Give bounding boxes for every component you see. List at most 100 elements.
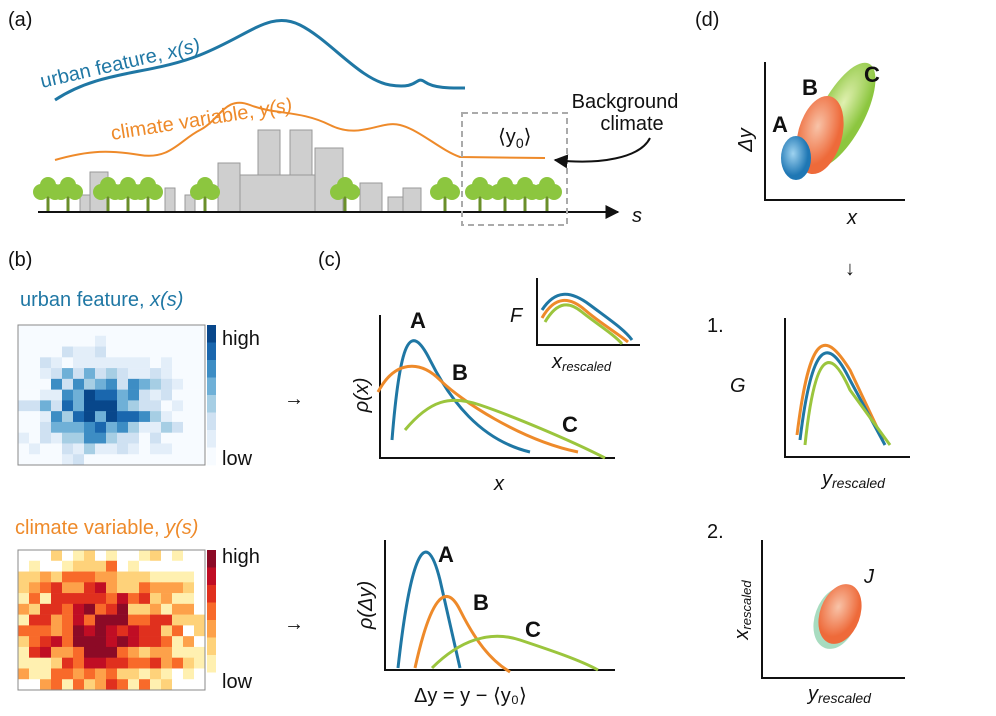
cell [62,560,74,572]
cell [172,550,184,562]
cell [29,389,41,401]
x-label: yrescaled [820,468,886,491]
cell [150,411,162,423]
cell [29,593,41,605]
cell [73,325,85,337]
cell [62,335,74,347]
cell [183,603,195,615]
cell [62,582,74,594]
cell [172,432,184,444]
colorbar-step [207,672,216,691]
cell [95,550,107,562]
cell [95,454,107,466]
cell [128,389,140,401]
cell [172,593,184,605]
cell [106,646,118,658]
cell [161,346,173,358]
cell [18,400,30,412]
cell [84,325,96,337]
s-label: s [632,205,642,227]
cell [194,560,206,572]
cell [128,603,140,615]
cell [40,335,52,347]
cell [161,593,173,605]
colorbar-step [207,412,216,431]
cell [128,443,140,455]
cell [18,603,30,615]
cell [29,571,41,583]
cell [161,646,173,658]
tree-crown [40,177,56,193]
cell [128,679,140,691]
cluster [818,584,862,644]
step-number: 2. [707,521,724,543]
cell [161,335,173,347]
cell [139,582,151,594]
cell [172,443,184,455]
cell [95,560,107,572]
cell [150,454,162,466]
cell [150,625,162,637]
cell [40,443,52,455]
cell [40,679,52,691]
colorbar-step [207,325,216,343]
cell [139,636,151,648]
cell [194,443,206,455]
cell [95,411,107,423]
cell [150,593,162,605]
cell [106,614,118,626]
cell [84,411,96,423]
colorbar-low: low [222,671,253,693]
cell [29,550,41,562]
cell [95,368,107,380]
cell [117,668,129,680]
cell [139,550,151,562]
cell [18,550,30,562]
cell [73,593,85,605]
cell [117,571,129,583]
cell [62,454,74,466]
cell [161,582,173,594]
cell [95,646,107,658]
curve-label: A [438,542,454,567]
frame [17,549,206,691]
cell [95,432,107,444]
cell [95,346,107,358]
cell [73,646,85,658]
cell [95,400,107,412]
building [239,174,316,213]
cell [62,614,74,626]
cell [172,389,184,401]
cell [106,443,118,455]
cell [150,582,162,594]
cell [172,582,184,594]
cell [95,668,107,680]
x-label: x [493,473,505,495]
climate-map-title: climate variable, y(s) [15,517,198,539]
cell [84,454,96,466]
down-arrow: ↓ [845,258,855,280]
cell [29,636,41,648]
cell [194,357,206,369]
cell [84,346,96,358]
cell [18,614,30,626]
cell [161,400,173,412]
cell [128,325,140,337]
tree-trunk [343,196,347,212]
cell [172,454,184,466]
tree-trunk [126,196,130,212]
cell [29,325,41,337]
cell [95,389,107,401]
cell [150,357,162,369]
cell [18,378,30,390]
cell [62,325,74,337]
cell [95,636,107,648]
cell [51,411,63,423]
cell [95,571,107,583]
cell [51,668,63,680]
cell [29,582,41,594]
cell [161,368,173,380]
cell [95,679,107,691]
cell [183,368,195,380]
cell [150,389,162,401]
